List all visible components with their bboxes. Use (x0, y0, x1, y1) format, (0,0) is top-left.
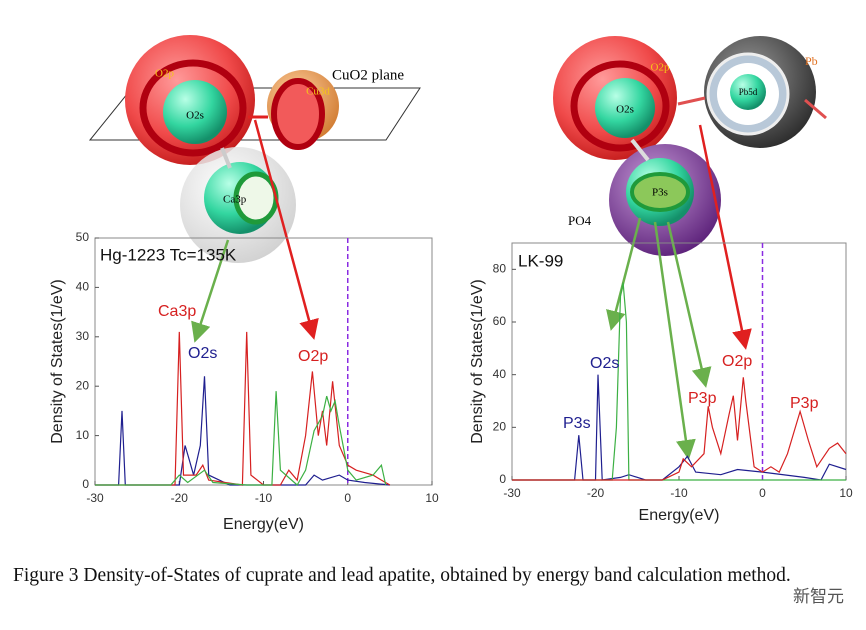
x-tick-label: -30 (503, 486, 521, 500)
arrow (698, 124, 752, 350)
arrow (191, 239, 230, 343)
ring (630, 172, 690, 212)
label: PO4 (568, 213, 592, 228)
label: O2s (186, 110, 204, 122)
x-axis-label: Energy(eV) (639, 507, 720, 524)
y-axis-label: Density of States(1/eV) (469, 279, 486, 444)
peak-label: O2s (188, 345, 217, 362)
label: O2s (616, 104, 634, 116)
label: Cu3d (306, 86, 330, 98)
label: Pb5d (739, 87, 758, 97)
y-axis-label: Density of States(1/eV) (49, 279, 66, 444)
y-tick-label: 50 (76, 230, 90, 244)
connector (677, 96, 706, 106)
x-tick-label: -20 (171, 491, 189, 505)
y-tick-label: 40 (76, 280, 90, 294)
chart-title: Hg-1223 Tc=135K (100, 245, 237, 264)
o2s-sphere (163, 80, 227, 144)
peak-label: P3p (688, 390, 717, 407)
label: Pb (805, 54, 818, 68)
peak-label: P3p (790, 395, 819, 412)
ring (271, 78, 325, 150)
y-tick-label: 20 (76, 378, 90, 392)
peak-label: Ca3p (158, 303, 196, 320)
y-tick-label: 30 (76, 329, 90, 343)
arrow (666, 221, 712, 388)
x-tick-label: 0 (759, 486, 766, 500)
arrow (653, 221, 696, 460)
label: O2p (651, 62, 670, 74)
label: CuO2 plane (332, 67, 404, 83)
connector (630, 138, 650, 162)
dos-line (512, 282, 846, 481)
x-tick-label: -20 (587, 486, 605, 500)
ring (139, 59, 247, 157)
y-tick-label: 40 (493, 367, 507, 381)
label: O2p (155, 68, 174, 80)
x-tick-label: -30 (86, 491, 104, 505)
dos-line (95, 391, 387, 486)
x-tick-label: 0 (344, 491, 351, 505)
y-tick-label: 0 (499, 472, 506, 486)
x-tick-label: -10 (255, 491, 273, 505)
y-tick-label: 20 (493, 420, 507, 434)
y-tick-label: 60 (493, 314, 507, 328)
x-tick-label: 10 (425, 491, 439, 505)
x-axis-label: Energy(eV) (223, 516, 304, 533)
arrow (253, 119, 319, 340)
watermark: 新智元 (793, 587, 844, 607)
label: Ca3p (223, 194, 247, 206)
o2s-sphere (595, 78, 655, 138)
connector (804, 98, 827, 120)
label: P3s (652, 187, 668, 199)
peak-label: P3s (563, 415, 591, 432)
peak-label: O2s (590, 355, 619, 372)
connector (220, 147, 232, 169)
arrow (606, 217, 642, 331)
dos-line (512, 377, 847, 481)
ring (570, 60, 670, 152)
pb5d-sphere (730, 74, 766, 110)
y-tick-label: 10 (76, 428, 90, 442)
chart-title: LK-99 (518, 251, 563, 270)
peak-label: O2p (722, 353, 752, 370)
caption: Figure 3 Density-of-States of cuprate an… (13, 565, 791, 586)
x-tick-label: 10 (839, 486, 853, 500)
plot-frame (94, 237, 433, 486)
figure-graphics: O2p O2s Cu3d CuO2 plane Ca3p O2p O2s Pb5… (49, 35, 853, 533)
peak-label: O2p (298, 348, 328, 365)
x-tick-label: -10 (670, 486, 688, 500)
y-tick-label: 0 (82, 477, 89, 491)
y-tick-label: 80 (493, 262, 507, 276)
plot-frame (511, 242, 847, 481)
